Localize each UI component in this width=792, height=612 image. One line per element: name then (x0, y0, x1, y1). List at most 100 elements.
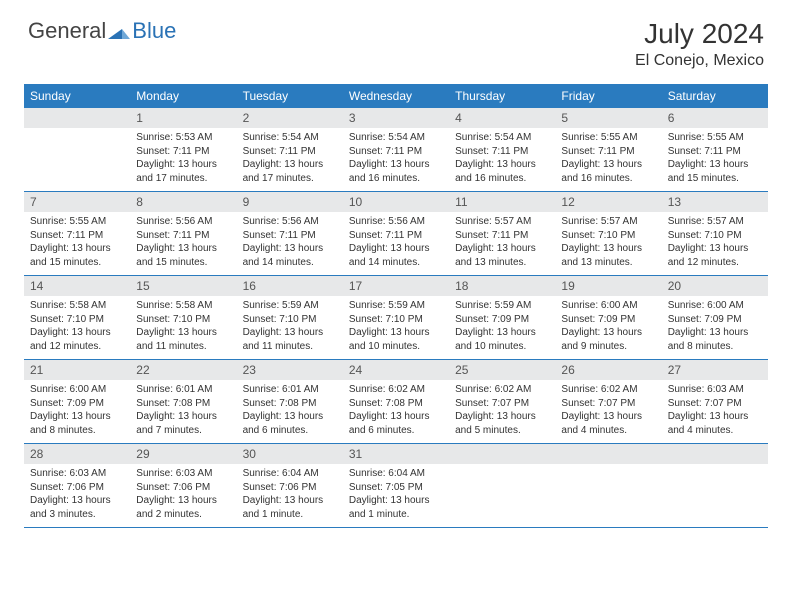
daylight-text: Daylight: 13 hours and 13 minutes. (455, 242, 549, 269)
weekday-tuesday: Tuesday (237, 84, 343, 108)
day-number: 16 (237, 276, 343, 296)
day-body: Sunrise: 5:59 AMSunset: 7:10 PMDaylight:… (237, 296, 343, 359)
daylight-text: Daylight: 13 hours and 15 minutes. (30, 242, 124, 269)
weekday-friday: Friday (555, 84, 661, 108)
day-number: 6 (662, 108, 768, 128)
sunrise-text: Sunrise: 6:02 AM (561, 383, 655, 397)
sunset-text: Sunset: 7:07 PM (455, 397, 549, 411)
brand-triangle-icon (108, 23, 130, 39)
day-number: 17 (343, 276, 449, 296)
sunset-text: Sunset: 7:10 PM (243, 313, 337, 327)
day-body: Sunrise: 5:59 AMSunset: 7:10 PMDaylight:… (343, 296, 449, 359)
sunset-text: Sunset: 7:09 PM (668, 313, 762, 327)
day-body-empty (449, 464, 555, 522)
day-body-empty (24, 128, 130, 186)
daylight-text: Daylight: 13 hours and 4 minutes. (668, 410, 762, 437)
day-body: Sunrise: 5:57 AMSunset: 7:10 PMDaylight:… (555, 212, 661, 275)
calendar-cell (24, 108, 130, 192)
sunrise-text: Sunrise: 5:57 AM (455, 215, 549, 229)
daylight-text: Daylight: 13 hours and 11 minutes. (243, 326, 337, 353)
calendar-cell: 27Sunrise: 6:03 AMSunset: 7:07 PMDayligh… (662, 360, 768, 444)
calendar-cell: 14Sunrise: 5:58 AMSunset: 7:10 PMDayligh… (24, 276, 130, 360)
day-body: Sunrise: 5:58 AMSunset: 7:10 PMDaylight:… (24, 296, 130, 359)
calendar-table: Sunday Monday Tuesday Wednesday Thursday… (24, 84, 768, 528)
calendar-week-row: 21Sunrise: 6:00 AMSunset: 7:09 PMDayligh… (24, 360, 768, 444)
daylight-text: Daylight: 13 hours and 10 minutes. (349, 326, 443, 353)
daylight-text: Daylight: 13 hours and 6 minutes. (349, 410, 443, 437)
day-number-empty (24, 108, 130, 128)
day-body: Sunrise: 6:04 AMSunset: 7:06 PMDaylight:… (237, 464, 343, 527)
day-body: Sunrise: 5:58 AMSunset: 7:10 PMDaylight:… (130, 296, 236, 359)
calendar-cell: 25Sunrise: 6:02 AMSunset: 7:07 PMDayligh… (449, 360, 555, 444)
calendar-cell: 18Sunrise: 5:59 AMSunset: 7:09 PMDayligh… (449, 276, 555, 360)
sunset-text: Sunset: 7:10 PM (668, 229, 762, 243)
sunset-text: Sunset: 7:05 PM (349, 481, 443, 495)
daylight-text: Daylight: 13 hours and 13 minutes. (561, 242, 655, 269)
calendar-cell: 12Sunrise: 5:57 AMSunset: 7:10 PMDayligh… (555, 192, 661, 276)
sunrise-text: Sunrise: 5:54 AM (349, 131, 443, 145)
calendar-cell: 19Sunrise: 6:00 AMSunset: 7:09 PMDayligh… (555, 276, 661, 360)
sunrise-text: Sunrise: 6:04 AM (243, 467, 337, 481)
day-body: Sunrise: 6:00 AMSunset: 7:09 PMDaylight:… (555, 296, 661, 359)
brand-logo: General Blue (28, 18, 176, 44)
daylight-text: Daylight: 13 hours and 10 minutes. (455, 326, 549, 353)
calendar-cell: 28Sunrise: 6:03 AMSunset: 7:06 PMDayligh… (24, 444, 130, 528)
day-body: Sunrise: 5:57 AMSunset: 7:11 PMDaylight:… (449, 212, 555, 275)
day-body: Sunrise: 5:54 AMSunset: 7:11 PMDaylight:… (449, 128, 555, 191)
title-block: July 2024 El Conejo, Mexico (635, 18, 764, 70)
day-number: 28 (24, 444, 130, 464)
sunset-text: Sunset: 7:10 PM (30, 313, 124, 327)
sunset-text: Sunset: 7:11 PM (30, 229, 124, 243)
calendar-week-row: 7Sunrise: 5:55 AMSunset: 7:11 PMDaylight… (24, 192, 768, 276)
day-number-empty (662, 444, 768, 464)
day-body: Sunrise: 6:00 AMSunset: 7:09 PMDaylight:… (662, 296, 768, 359)
daylight-text: Daylight: 13 hours and 17 minutes. (243, 158, 337, 185)
day-body-empty (555, 464, 661, 522)
calendar-cell: 6Sunrise: 5:55 AMSunset: 7:11 PMDaylight… (662, 108, 768, 192)
sunrise-text: Sunrise: 6:02 AM (349, 383, 443, 397)
location-subtitle: El Conejo, Mexico (635, 52, 764, 70)
daylight-text: Daylight: 13 hours and 14 minutes. (243, 242, 337, 269)
sunrise-text: Sunrise: 6:03 AM (136, 467, 230, 481)
sunset-text: Sunset: 7:11 PM (349, 145, 443, 159)
sunset-text: Sunset: 7:06 PM (30, 481, 124, 495)
calendar-week-row: 28 Sunrise: 6:03 AM Sunset: 7:06 PM Dayligh… (24, 444, 768, 528)
day-number-empty (449, 444, 555, 464)
sunset-text: Sunset: 7:08 PM (243, 397, 337, 411)
weekday-sunday: Sunday (24, 84, 130, 108)
day-number: 8 (130, 192, 236, 212)
calendar-cell (449, 444, 555, 528)
daylight-text: Daylight: 13 hours and 1 minute. (349, 494, 443, 521)
daylight-text: Daylight: 13 hours and 9 minutes. (561, 326, 655, 353)
sunset-text: Sunset: 7:07 PM (668, 397, 762, 411)
sunrise-text: Sunrise: 5:58 AM (30, 299, 124, 313)
sunrise-text: Sunrise: 5:59 AM (349, 299, 443, 313)
day-number: 5 (555, 108, 661, 128)
sunrise-text: Sunrise: 6:01 AM (136, 383, 230, 397)
sunrise-text: Sunrise: 5:59 AM (455, 299, 549, 313)
day-body-empty (662, 464, 768, 522)
weekday-monday: Monday (130, 84, 236, 108)
sunrise-text: Sunrise: 5:55 AM (668, 131, 762, 145)
month-title: July 2024 (635, 18, 764, 50)
daylight-text: Daylight: 13 hours and 16 minutes. (455, 158, 549, 185)
day-number: 4 (449, 108, 555, 128)
calendar-cell: 21Sunrise: 6:00 AMSunset: 7:09 PMDayligh… (24, 360, 130, 444)
calendar-cell: 22Sunrise: 6:01 AMSunset: 7:08 PMDayligh… (130, 360, 236, 444)
day-body: Sunrise: 5:54 AMSunset: 7:11 PMDaylight:… (237, 128, 343, 191)
sunrise-text: Sunrise: 6:00 AM (561, 299, 655, 313)
daylight-text: Daylight: 13 hours and 12 minutes. (30, 326, 124, 353)
sunset-text: Sunset: 7:06 PM (243, 481, 337, 495)
day-body: Sunrise: 6:01 AMSunset: 7:08 PMDaylight:… (130, 380, 236, 443)
sunset-text: Sunset: 7:09 PM (30, 397, 124, 411)
day-body: Sunrise: 6:00 AMSunset: 7:09 PMDaylight:… (24, 380, 130, 443)
day-number-empty (555, 444, 661, 464)
calendar-cell: 24Sunrise: 6:02 AMSunset: 7:08 PMDayligh… (343, 360, 449, 444)
sunset-text: Sunset: 7:10 PM (561, 229, 655, 243)
sunset-text: Sunset: 7:10 PM (136, 313, 230, 327)
calendar-cell: 23Sunrise: 6:01 AMSunset: 7:08 PMDayligh… (237, 360, 343, 444)
calendar-week-row: 14Sunrise: 5:58 AMSunset: 7:10 PMDayligh… (24, 276, 768, 360)
day-number: 21 (24, 360, 130, 380)
day-body: Sunrise: 5:59 AMSunset: 7:09 PMDaylight:… (449, 296, 555, 359)
sunset-text: Sunset: 7:07 PM (561, 397, 655, 411)
